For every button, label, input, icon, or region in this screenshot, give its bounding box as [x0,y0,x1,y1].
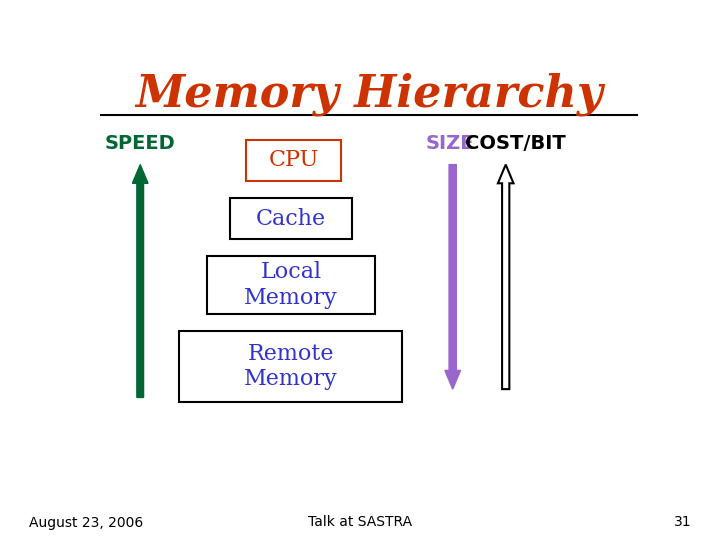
Text: SIZE: SIZE [426,134,474,153]
FancyArrow shape [132,165,148,397]
Bar [246,140,341,181]
Text: COST/BIT: COST/BIT [465,134,566,153]
FancyArrow shape [445,165,461,389]
Bar [230,198,352,239]
Text: August 23, 2006: August 23, 2006 [29,516,143,530]
Text: Memory Hierarchy: Memory Hierarchy [135,72,603,116]
Text: Talk at SASTRA: Talk at SASTRA [308,516,412,530]
Bar [179,331,402,402]
Text: SPEED: SPEED [105,134,176,153]
Text: CPU: CPU [269,150,319,171]
Bar [207,256,374,314]
FancyArrow shape [498,165,513,389]
Text: Remote
Memory: Remote Memory [244,342,338,390]
Text: Local
Memory: Local Memory [244,261,338,309]
Text: 31: 31 [674,516,691,530]
Text: Cache: Cache [256,208,326,230]
